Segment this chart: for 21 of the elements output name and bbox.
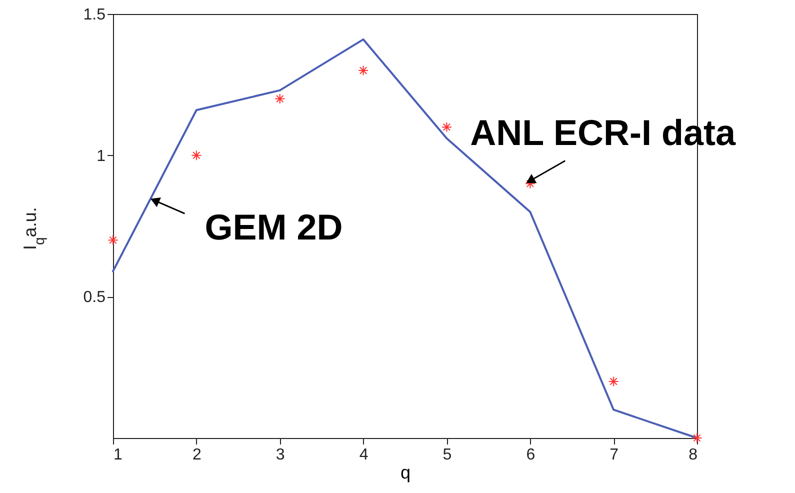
x-tick-label: 7 <box>610 446 619 464</box>
point <box>108 234 118 246</box>
y-tick-label: 1.5 <box>83 6 106 24</box>
x-axis-title: q <box>400 462 411 482</box>
point <box>692 432 702 444</box>
annotation: GEM 2D <box>204 206 343 248</box>
x-tick-label: 6 <box>526 446 536 464</box>
x-tick-label: 3 <box>276 446 285 464</box>
x-tick-label: 8 <box>688 446 698 464</box>
point <box>608 376 619 387</box>
y-tick-label: 1 <box>96 148 106 165</box>
point <box>274 94 286 104</box>
x-tick-label: 4 <box>359 446 368 464</box>
point <box>358 65 369 76</box>
x-tick-label: 2 <box>192 446 202 464</box>
point <box>441 122 452 132</box>
x-tick-label: 5 <box>442 446 452 464</box>
y-tick-label: 0.5 <box>83 289 106 306</box>
point <box>524 178 536 189</box>
point <box>191 150 202 161</box>
x-tick-label: 1 <box>114 446 122 464</box>
